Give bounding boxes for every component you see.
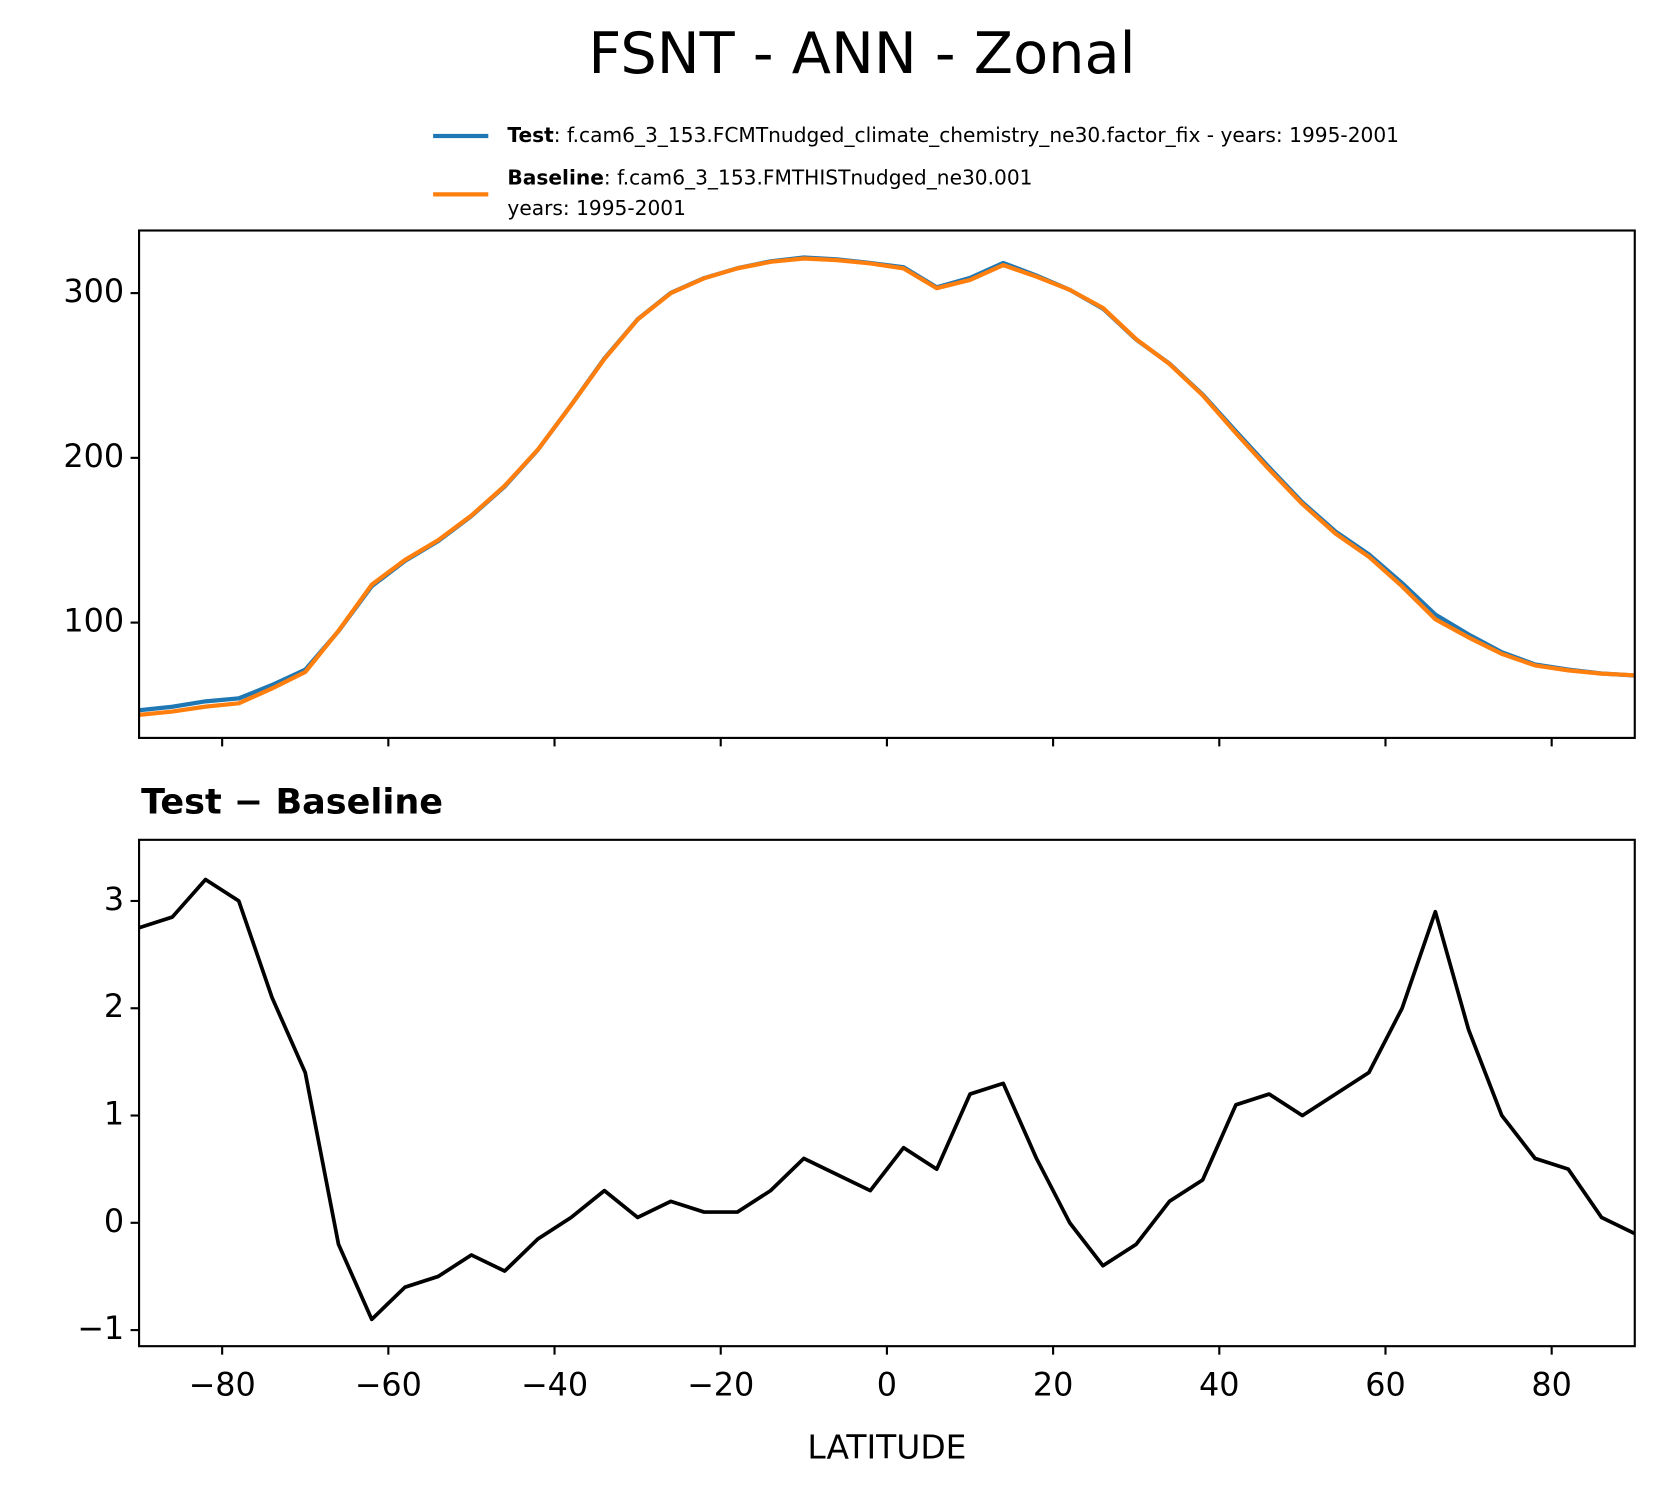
legend-entry: Test: f.cam6_3_153.FCMTnudged_climate_ch… [507, 123, 1399, 147]
x-tick-label: 60 [1365, 1366, 1406, 1404]
legend-name: Test [507, 123, 554, 147]
data-line [139, 256, 1635, 717]
legend-text: years: 1995-2001 [507, 196, 686, 220]
x-tick-label: 0 [877, 1366, 897, 1404]
y-tick-label: 2 [104, 987, 124, 1025]
legend-name: Baseline [507, 165, 603, 189]
legend-entry: Baseline: f.cam6_3_153.FMTHISTnudged_ne3… [507, 165, 1032, 189]
x-tick-label: −40 [521, 1366, 588, 1404]
data-line [139, 255, 1635, 713]
x-tick-label: −80 [189, 1366, 256, 1404]
y-tick-label: 1 [104, 1095, 124, 1133]
legend-text: : f.cam6_3_153.FCMTnudged_climate_chemis… [554, 123, 1399, 147]
y-tick-label: 300 [63, 272, 124, 310]
y-tick-label: 0 [104, 1202, 124, 1240]
y-tick-label: 3 [104, 880, 124, 918]
axes-frame [138, 229, 1636, 739]
y-tick-label: 200 [63, 437, 124, 475]
panel-title: Test − Baseline [141, 782, 443, 823]
x-tick-label: −60 [355, 1366, 422, 1404]
plot-area [139, 255, 1635, 717]
legend-text: : f.cam6_3_153.FMTHISTnudged_ne30.001 [604, 165, 1033, 189]
data-line [139, 877, 1635, 1322]
x-tick-label: 80 [1531, 1366, 1572, 1404]
x-tick-label: −20 [687, 1366, 754, 1404]
figure-title: FSNT - ANN - Zonal [588, 20, 1135, 87]
y-tick-label: −1 [77, 1309, 124, 1347]
x-tick-label: 20 [1033, 1366, 1074, 1404]
axes-frame [138, 838, 1636, 1348]
x-tick-label: 40 [1199, 1366, 1240, 1404]
x-axis-label: LATITUDE [807, 1428, 966, 1467]
plot-area [139, 877, 1635, 1322]
y-tick-label: 100 [63, 602, 124, 640]
